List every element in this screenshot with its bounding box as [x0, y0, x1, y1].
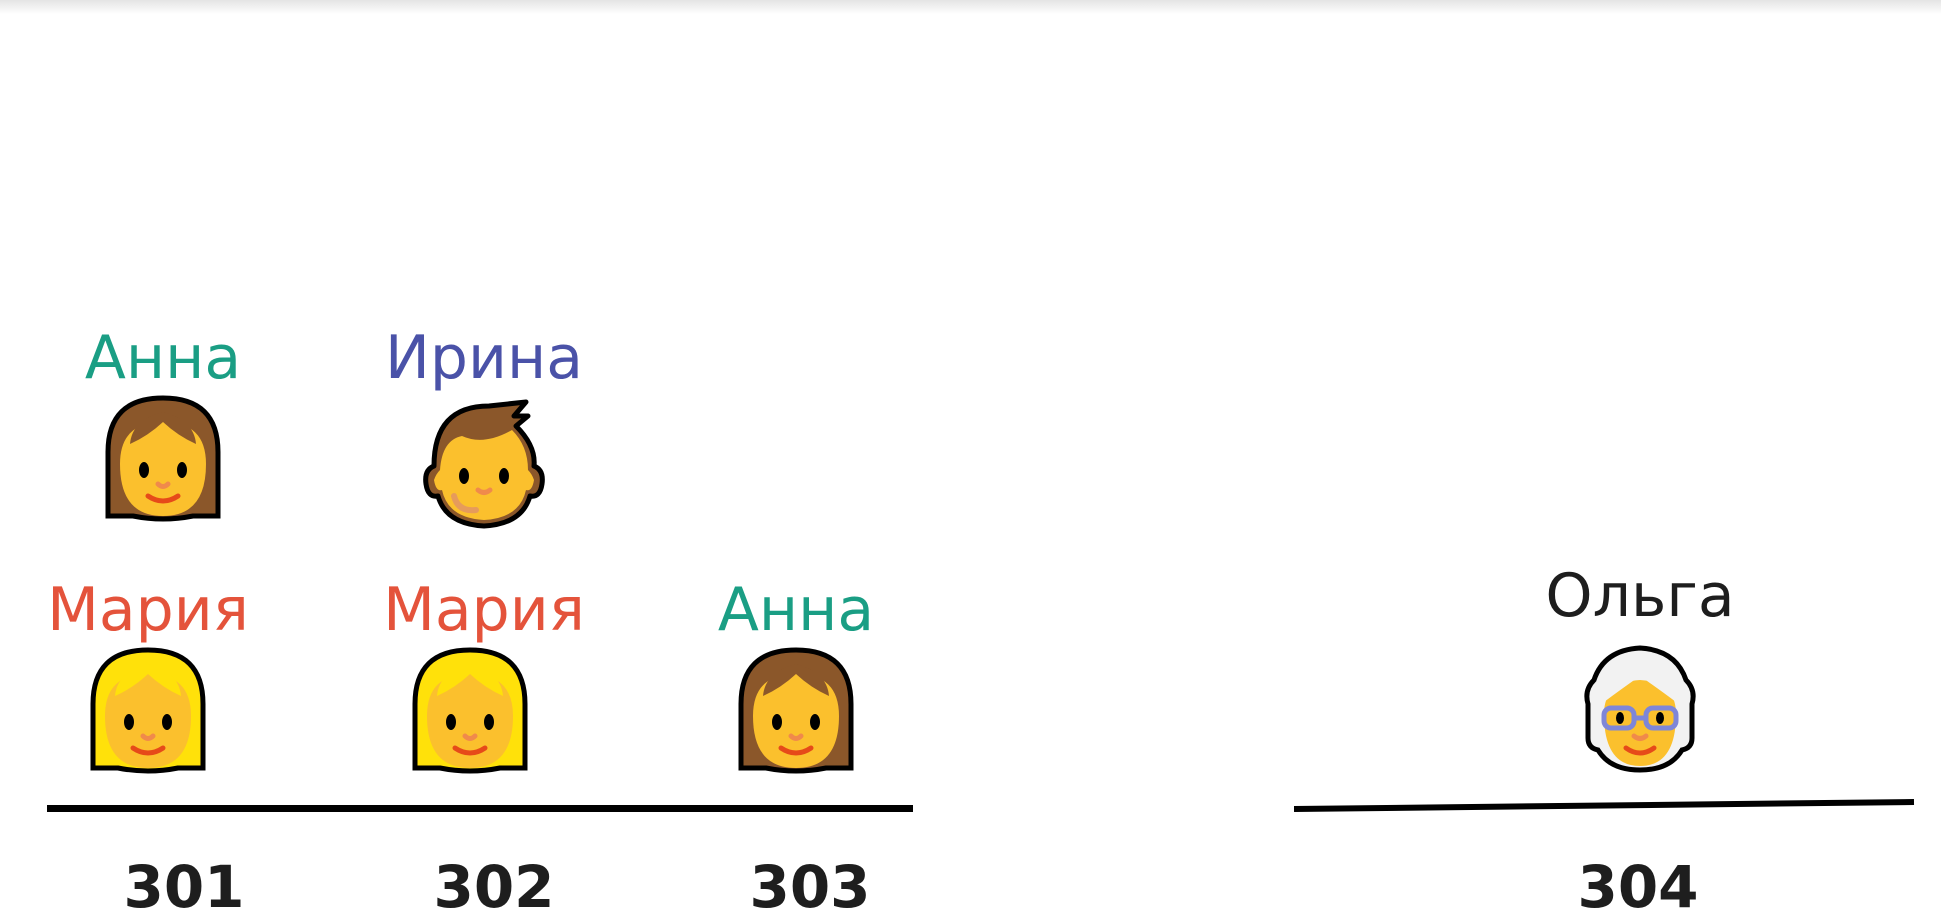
resident-name-irina-302: Ирина — [385, 323, 583, 393]
blonde-woman-icon — [90, 647, 206, 774]
resident-name-anna-303: Анна — [717, 575, 875, 645]
brunette-woman-icon — [105, 395, 221, 522]
room-number-301: 301 — [123, 853, 245, 921]
room-number-303: 303 — [749, 853, 871, 921]
room-number-304: 304 — [1577, 853, 1699, 921]
room-number-302: 302 — [433, 853, 555, 921]
resident-name-olga-304: Ольга — [1545, 561, 1735, 631]
top-shadow-bar — [0, 0, 1941, 14]
floor-line-right — [1294, 799, 1915, 812]
child-face-icon — [423, 399, 545, 529]
blonde-woman-icon — [412, 647, 528, 774]
resident-name-anna-301: Анна — [84, 323, 242, 393]
old-woman-icon — [1584, 645, 1696, 773]
resident-name-maria-301: Мария — [47, 575, 249, 645]
resident-name-maria-302: Мария — [383, 575, 585, 645]
brunette-woman-icon — [738, 647, 854, 774]
floor-line-left — [47, 805, 913, 812]
